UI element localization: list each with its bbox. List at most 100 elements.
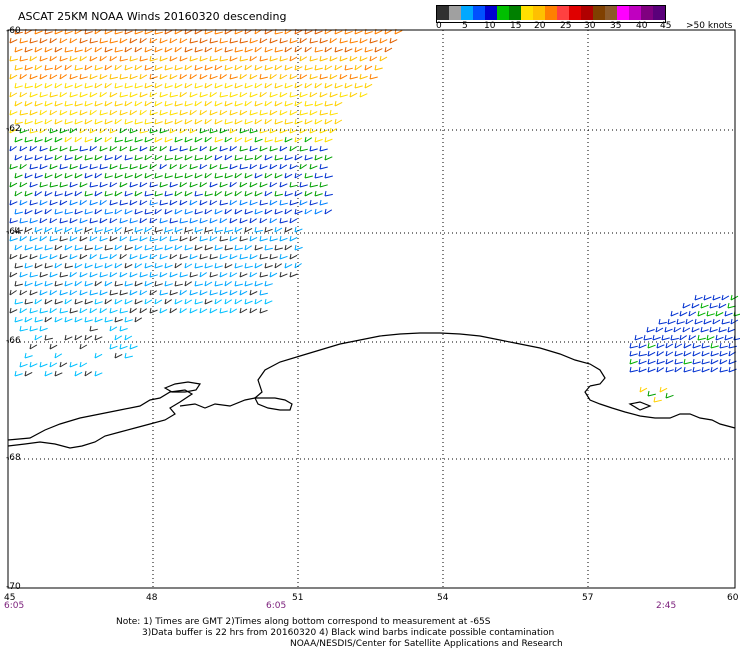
wind-barb (9, 217, 18, 224)
wind-barb (144, 64, 153, 71)
wind-barb (54, 316, 63, 323)
wind-barb (164, 100, 173, 107)
wind-barb (49, 235, 58, 242)
wind-barb (104, 172, 113, 179)
wind-barb (69, 253, 78, 260)
wind-barb (244, 226, 253, 233)
wind-barb (234, 298, 243, 305)
wind-barb (174, 244, 183, 251)
wind-barb (249, 127, 258, 134)
wind-barb (329, 127, 337, 134)
wind-barb (39, 325, 48, 332)
wind-barb (304, 82, 313, 89)
wind-barb (674, 358, 683, 365)
map-title: ASCAT 25KM NOAA Winds 20160320 descendin… (18, 10, 287, 23)
colorbar-swatch (653, 6, 665, 20)
wind-barb (219, 73, 227, 80)
wind-barb (114, 100, 123, 107)
wind-barb (159, 55, 168, 62)
wind-barb (647, 358, 656, 365)
wind-barb (259, 181, 268, 188)
wind-barb (49, 361, 58, 368)
wind-barb (139, 109, 147, 116)
wind-barb (179, 73, 188, 80)
wind-barb (64, 208, 73, 215)
wind-barb (34, 100, 43, 107)
wind-barb (64, 334, 73, 341)
wind-barb (149, 217, 158, 224)
wind-barb (259, 253, 268, 260)
wind-barb (324, 208, 333, 215)
wind-barb (79, 343, 88, 350)
colorbar-swatch (473, 6, 485, 20)
pass-time-label: 2:45 (656, 601, 677, 611)
wind-barb (9, 289, 17, 296)
wind-barb (14, 370, 23, 377)
colorbar-label: 30 (584, 21, 596, 31)
wind-barb (79, 181, 88, 188)
wind-barb (174, 118, 183, 125)
wind-barb (682, 302, 691, 309)
wind-barb (646, 326, 655, 333)
wind-barb (69, 37, 78, 44)
wind-barb (44, 334, 53, 341)
wind-barb (269, 73, 277, 80)
wind-barb (44, 100, 53, 107)
wind-barb (64, 136, 72, 143)
wind-barb (9, 253, 18, 260)
wind-barb (359, 73, 368, 80)
wind-barb (174, 154, 183, 161)
wind-barb (84, 100, 93, 107)
wind-barb (54, 154, 63, 161)
colorbar-swatch (437, 6, 449, 20)
wind-barb (134, 172, 143, 179)
wind-barb (59, 271, 68, 278)
wind-barb (139, 181, 148, 188)
wind-barb (174, 82, 183, 89)
wind-barb (299, 109, 308, 116)
wind-barb (234, 226, 243, 233)
wind-barb (239, 55, 248, 62)
wind-barb (64, 100, 73, 107)
wind-barb (189, 109, 197, 116)
wind-barb (204, 262, 213, 269)
coastline (7, 332, 736, 449)
wind-barb (284, 46, 293, 53)
wind-barb (224, 208, 232, 215)
lat-label: -62 (6, 124, 21, 134)
wind-barb (44, 82, 53, 89)
wind-barb (239, 307, 248, 314)
wind-barb (214, 226, 223, 233)
wind-barb (79, 163, 88, 170)
wind-barb (224, 262, 233, 269)
wind-barb (634, 334, 643, 341)
wind-barb (229, 37, 238, 44)
wind-barb (89, 145, 97, 152)
wind-barb (69, 73, 78, 80)
wind-barb (254, 262, 263, 269)
wind-barb (144, 298, 153, 305)
wind-barb (214, 172, 223, 179)
wind-barb (94, 298, 103, 305)
wind-barb (219, 55, 228, 62)
wind-barb (199, 73, 208, 80)
wind-barb (159, 289, 168, 296)
wind-barb (114, 334, 123, 341)
wind-barb (219, 109, 228, 116)
wind-barb (149, 127, 158, 134)
wind-barb (179, 181, 188, 188)
wind-barb (179, 37, 188, 44)
wind-barb (309, 37, 318, 44)
wind-barb (9, 235, 18, 242)
wind-barb (124, 280, 133, 287)
wind-barb (389, 37, 398, 44)
wind-barb (79, 37, 88, 44)
wind-barb (369, 37, 378, 44)
wind-barb (44, 262, 53, 269)
wind-barb (289, 199, 298, 206)
wind-barb (169, 307, 178, 314)
wind-barb (104, 136, 112, 143)
wind-barb (44, 46, 53, 53)
wind-barb (19, 217, 28, 224)
wind-barb (254, 280, 263, 287)
